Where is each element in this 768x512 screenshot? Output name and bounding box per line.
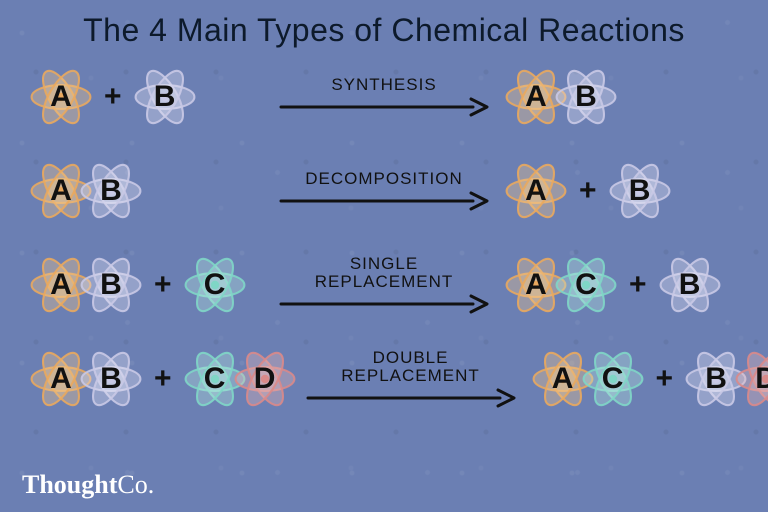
- right-side: A B: [495, 62, 742, 132]
- atom-b-icon: B: [551, 62, 621, 132]
- plus-symbol: +: [573, 174, 603, 208]
- reaction-arrow: SINGLE REPLACEMENT: [279, 255, 489, 315]
- reaction-row-single-replacement: A B+ CSINGLE REPLACEMENT A C+: [26, 243, 742, 327]
- reaction-arrow: DECOMPOSITION: [279, 170, 489, 212]
- reaction-label: DOUBLE REPLACEMENT: [341, 349, 480, 385]
- left-side: A+ B: [26, 62, 273, 132]
- page-title: The 4 Main Types of Chemical Reactions: [26, 12, 742, 49]
- plus-symbol: +: [650, 362, 680, 396]
- infographic: The 4 Main Types of Chemical Reactions A…: [0, 0, 768, 512]
- atom-a-icon: A: [26, 62, 96, 132]
- atom-c-icon: C: [180, 250, 250, 320]
- atom-c-icon: C: [578, 344, 648, 414]
- reaction-row-decomposition: A B DECOMPOSITION A+ B: [26, 149, 742, 233]
- right-side: A C+ B D: [522, 344, 768, 414]
- arrow-icon: [306, 387, 516, 409]
- atom-c-icon: C: [551, 250, 621, 320]
- logo-bold: Thought: [22, 470, 117, 499]
- plus-symbol: +: [623, 268, 653, 302]
- reaction-label: SINGLE REPLACEMENT: [315, 255, 454, 291]
- reaction-rows: A+ BSYNTHESIS A B A: [26, 55, 742, 421]
- left-side: A B+ C D: [26, 344, 300, 414]
- reaction-label: SYNTHESIS: [331, 76, 436, 94]
- reaction-row-synthesis: A+ B SYNTHESIS A B: [26, 55, 742, 139]
- atom-b-icon: B: [76, 344, 146, 414]
- arrow-icon: [279, 293, 489, 315]
- atom-b-icon: B: [130, 62, 200, 132]
- atom-b-icon: B: [605, 156, 675, 226]
- left-side: A B+ C: [26, 250, 273, 320]
- left-side: A B: [26, 156, 273, 226]
- plus-symbol: +: [148, 268, 178, 302]
- reaction-row-double-replacement: A B+ C DDOUBLE REPLACEMENT A: [26, 337, 742, 421]
- reaction-label: DECOMPOSITION: [305, 170, 463, 188]
- atom-b-icon: B: [655, 250, 725, 320]
- atom-a-icon: A: [501, 156, 571, 226]
- atom-d-icon: D: [230, 344, 300, 414]
- right-side: A C+ B: [495, 250, 742, 320]
- arrow-icon: [279, 96, 489, 118]
- plus-symbol: +: [98, 80, 128, 114]
- logo-light: Co.: [117, 470, 154, 499]
- reaction-arrow: SYNTHESIS: [279, 76, 489, 118]
- plus-symbol: +: [148, 362, 178, 396]
- atom-b-icon: B: [76, 250, 146, 320]
- reaction-arrow: DOUBLE REPLACEMENT: [306, 349, 516, 409]
- arrow-icon: [279, 190, 489, 212]
- right-side: A+ B: [495, 156, 742, 226]
- atom-d-icon: D: [731, 344, 768, 414]
- logo-thoughtco: ThoughtCo.: [22, 470, 154, 500]
- atom-b-icon: B: [76, 156, 146, 226]
